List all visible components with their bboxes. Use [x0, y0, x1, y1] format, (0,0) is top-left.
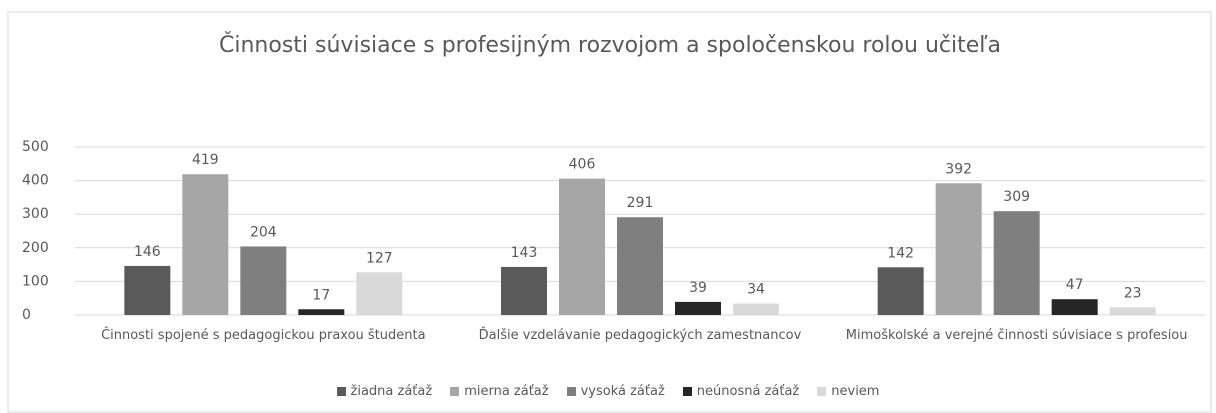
bar	[1109, 307, 1156, 315]
y-tick-label: 100	[22, 273, 49, 289]
legend-swatch	[566, 387, 576, 396]
x-tick-label: Mimoškolské a verejné činnosti súvisiace…	[845, 328, 1188, 343]
data-label: 392	[945, 161, 972, 177]
legend-item: mierna záťaž	[450, 384, 549, 399]
data-label: 204	[250, 224, 277, 240]
data-label: 309	[1003, 189, 1030, 205]
legend-item: neúnosná záťaž	[682, 384, 800, 399]
y-tick-label: 0	[22, 307, 31, 323]
data-label: 143	[511, 245, 538, 261]
data-label: 127	[366, 250, 393, 266]
legend-label: vysoká záťaž	[580, 384, 665, 399]
bar	[559, 178, 605, 315]
bar	[298, 309, 345, 315]
data-label: 47	[1066, 277, 1084, 293]
bar	[182, 174, 229, 315]
bar	[733, 303, 779, 315]
y-tick-label: 400	[22, 173, 49, 189]
data-label: 142	[887, 245, 914, 261]
bar	[1051, 299, 1098, 315]
y-tick-label: 200	[22, 240, 49, 256]
legend-swatch	[450, 387, 460, 396]
data-label: 146	[134, 244, 161, 260]
data-label: 23	[1124, 285, 1142, 301]
bar	[617, 217, 663, 315]
legend-label: mierna záťaž	[464, 384, 549, 399]
chart-border	[7, 11, 1212, 413]
bar	[993, 211, 1040, 315]
legend-item: žiadna záťaž	[336, 384, 433, 399]
y-tick-label: 500	[22, 139, 49, 155]
legend-label: neviem	[831, 384, 880, 399]
x-tick-label: Ďalšie vzdelávanie pedagogických zamestn…	[478, 328, 802, 343]
y-tick-label: 300	[22, 206, 49, 222]
data-label: 17	[312, 287, 330, 303]
legend-label: neúnosná záťaž	[696, 384, 800, 399]
legend-item: neviem	[817, 384, 879, 399]
data-label: 291	[627, 195, 654, 211]
bar	[124, 265, 171, 315]
legend-label: žiadna záťaž	[350, 384, 433, 399]
chart-title: Činnosti súvisiace s profesijným rozvojo…	[219, 33, 1001, 58]
bar	[356, 272, 403, 315]
data-label: 39	[689, 280, 707, 296]
legend: žiadna záťaž mierna záťaž vysoká záťaž neún…	[0, 384, 1216, 399]
bar	[675, 301, 721, 315]
data-label: 419	[192, 152, 219, 168]
legend-swatch	[336, 387, 346, 396]
legend-item: vysoká záťaž	[566, 384, 665, 399]
data-label: 406	[569, 157, 596, 173]
legend-swatch	[682, 387, 692, 396]
bar	[501, 266, 547, 315]
x-tick-label: Činnosti spojené s pedagogickou praxou š…	[101, 328, 426, 343]
bar	[935, 183, 982, 315]
legend-swatch	[817, 387, 827, 396]
bar	[240, 246, 287, 315]
data-label: 34	[747, 282, 765, 298]
bar	[877, 267, 924, 315]
